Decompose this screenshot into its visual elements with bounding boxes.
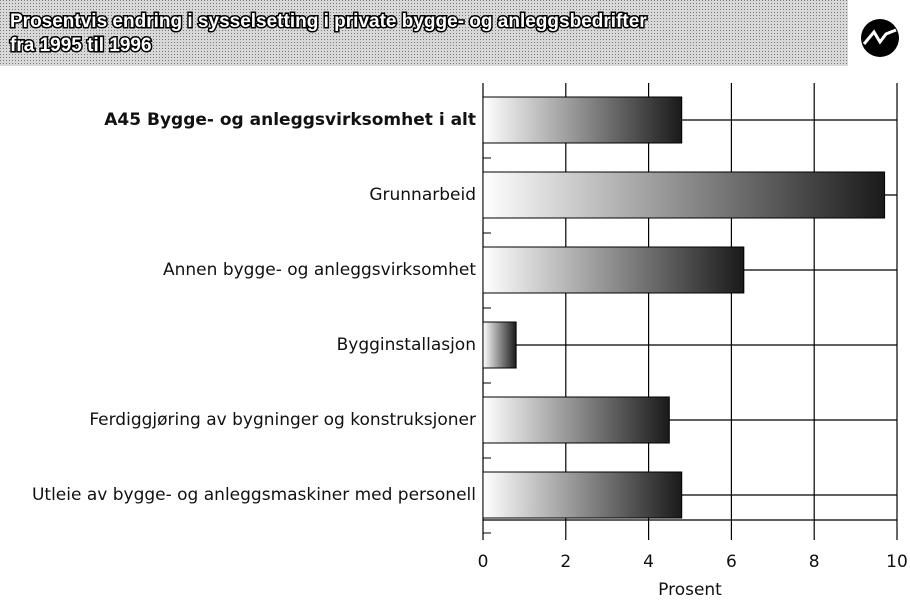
x-tick-label: 4 [643, 552, 654, 572]
y-tick-label: Utleie av bygge- og anleggsmaskiner med … [32, 485, 476, 505]
logo [861, 19, 899, 57]
bar [482, 321, 517, 369]
header-band [0, 0, 848, 66]
x-tick-label: 8 [809, 552, 820, 572]
y-tick-label: A45 Bygge- og anleggsvirksomhet i alt [104, 110, 476, 130]
chart-title: Prosentvis endring i sysselsetting i pri… [10, 11, 647, 32]
x-tick-label: 10 [886, 552, 908, 572]
bar [482, 471, 683, 519]
bar [482, 96, 683, 144]
bar [482, 171, 886, 219]
y-tick-label: Ferdiggjøring av bygninger og konstruksj… [89, 410, 476, 430]
y-tick-label: Bygginstallasjon [337, 335, 476, 355]
y-tick-label: Grunnarbeid [369, 185, 476, 205]
y-tick-label: Annen bygge- og anleggsvirksomhet [163, 260, 476, 280]
x-tick-label: 0 [478, 552, 489, 572]
chart-title: fra 1995 til 1996 [10, 35, 152, 56]
bar [482, 396, 670, 444]
bar [482, 246, 745, 294]
x-tick-label: 6 [726, 552, 737, 572]
x-tick-label: 2 [560, 552, 571, 572]
x-axis-label: Prosent [658, 580, 722, 600]
